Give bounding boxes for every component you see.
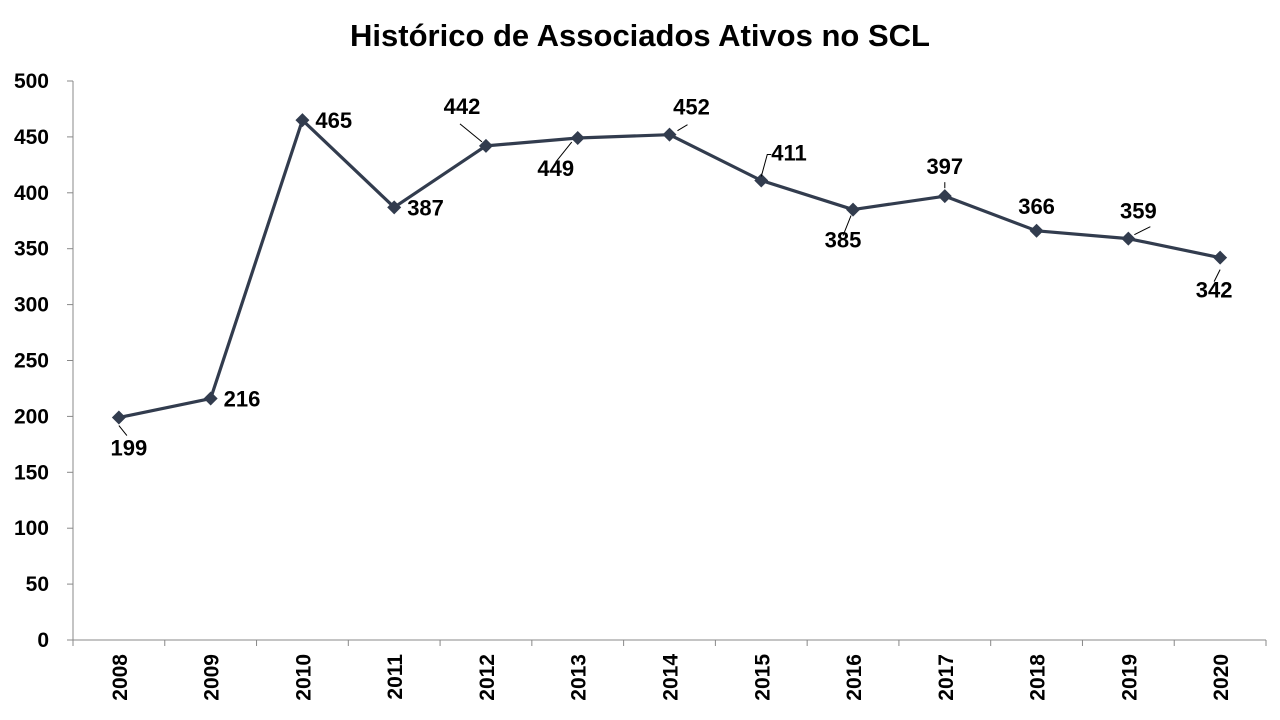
y-tick-label: 50 [26,573,49,596]
data-point-marker [1121,231,1136,246]
series-line [118,118,1221,420]
y-tick-label: 350 [14,238,49,261]
data-label-leader [1134,226,1151,236]
data-label: 442 [444,94,481,119]
y-tick-label: 400 [14,182,49,205]
data-point-marker [937,189,952,204]
x-tick-label: 2014 [660,654,683,701]
x-tick-label: 2009 [201,654,224,701]
x-tick-label: 2020 [1210,654,1233,701]
data-label: 449 [537,156,574,181]
data-label: 385 [825,228,862,253]
data-label: 216 [224,387,261,412]
data-label-leader [1213,269,1221,282]
y-tick-label: 250 [14,350,49,373]
data-labels: 199 216 465 387 442 449 452 411 385 397 366 359 342 [111,94,1233,461]
data-point-marker [111,410,126,425]
x-tick-label: 2012 [476,654,499,701]
data-label: 397 [926,154,963,179]
data-point-marker [662,127,677,142]
series [111,113,1228,425]
data-point-marker [295,113,310,128]
data-label: 411 [771,141,807,166]
data-point-marker [846,202,861,217]
x-tick-label: 2019 [1118,654,1141,701]
data-label-leader [760,154,772,177]
y-tick-label: 500 [14,70,49,93]
data-label-leader [555,141,573,163]
data-label-leader [459,123,483,143]
data-point-marker [387,200,402,215]
x-tick-label: 2017 [935,654,958,701]
x-tick-label: 2018 [1027,654,1050,701]
chart-title: Histórico de Associados Ativos no SCL [350,18,930,53]
y-tick-label: 100 [14,517,49,540]
x-tick-label: 2013 [568,654,591,701]
data-label: 199 [111,436,148,461]
data-point-marker [1213,250,1228,265]
y-tick-label: 0 [37,629,49,652]
data-label: 366 [1018,194,1055,219]
data-point-marker [754,173,769,188]
x-tick-label: 2015 [751,654,774,701]
data-label-leader [677,124,688,132]
data-point-marker [478,138,493,153]
axes: 0 50 100 150 200 250 300 350 400 450 500 2008 2009 20… [14,70,1267,701]
data-point-marker [570,131,585,146]
data-label-leader [118,425,128,436]
data-label: 452 [673,95,710,120]
x-tick-label: 2011 [384,654,407,700]
data-label: 465 [315,108,352,133]
data-label: 387 [407,195,444,220]
y-tick-label: 300 [14,294,49,317]
x-tick-label: 2008 [109,654,132,701]
y-tick-label: 150 [14,461,49,484]
x-tick-label: 2016 [843,654,866,701]
data-label-leader [842,215,852,236]
y-tick-label: 450 [14,126,49,149]
y-tick-label: 200 [14,405,49,428]
data-label: 359 [1120,199,1157,224]
data-point-marker [203,391,218,406]
data-point-marker [1029,223,1044,238]
data-label: 342 [1196,278,1233,303]
x-tick-label: 2010 [292,654,315,701]
